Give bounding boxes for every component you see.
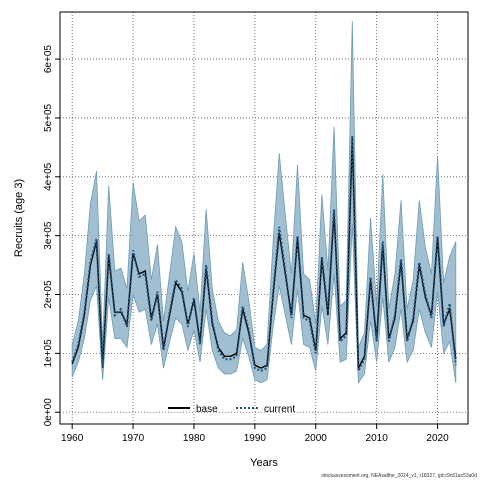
legend-label-current: current [264, 404, 295, 415]
plot-frame [59, 11, 469, 425]
series-lines [71, 135, 457, 373]
y-tick-label: 5e+05 [43, 103, 54, 132]
x-tick-label: 1970 [122, 433, 145, 444]
legend: base current [168, 404, 295, 415]
x-tick-label: 2000 [305, 433, 328, 444]
x-tick-label: 2020 [426, 433, 449, 444]
legend-label-base: base [196, 404, 218, 415]
confidence-band [71, 20, 457, 385]
y-tick-label: 6e+05 [43, 45, 54, 74]
confidence-band-area [71, 20, 457, 385]
x-tick-label: 1990 [244, 433, 267, 444]
y-tick-label: 1e+05 [43, 339, 54, 368]
x-axis-title: Years [250, 457, 278, 469]
footer-credit: stockassessment.org, NEAsalthe_2024_v1, … [321, 473, 477, 479]
y-tick-label: 4e+05 [43, 162, 54, 191]
series-line-current [71, 135, 457, 373]
y-tick-label: 0e+00 [43, 398, 54, 427]
x-tick-label: 2010 [366, 433, 389, 444]
x-axis: 1960 1970 1980 1990 2000 2010 2020 [61, 424, 449, 444]
x-tick-label: 1980 [183, 433, 206, 444]
y-axis-title: Recruits (age 3) [13, 179, 25, 257]
x-tick-label: 1960 [61, 433, 84, 444]
y-tick-label: 2e+05 [43, 280, 54, 309]
y-tick-label: 3e+05 [43, 221, 54, 250]
y-axis: 0e+00 1e+05 2e+05 3e+05 4e+05 5e+05 6e+05 [43, 45, 60, 427]
